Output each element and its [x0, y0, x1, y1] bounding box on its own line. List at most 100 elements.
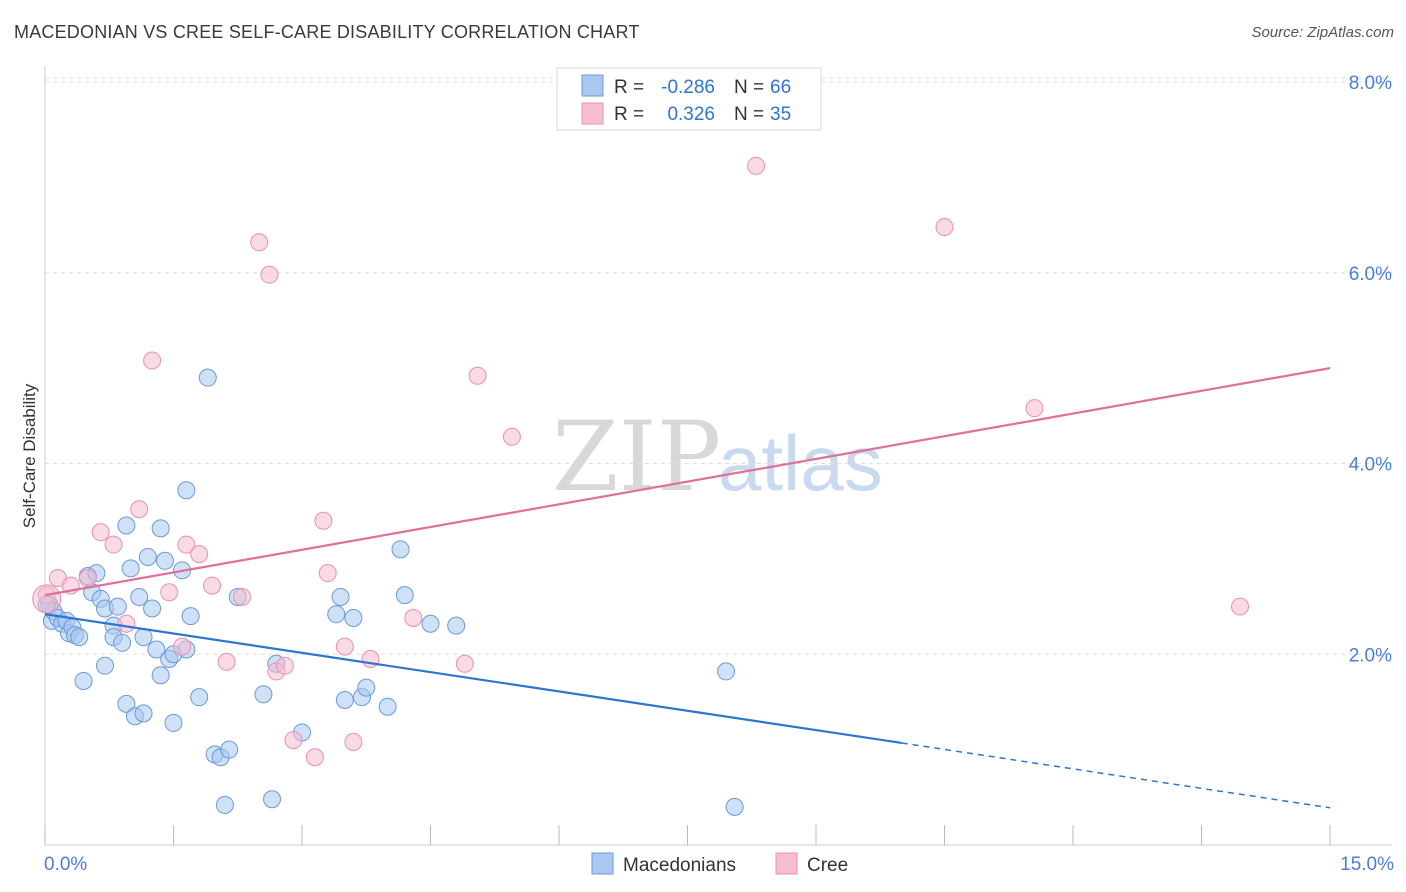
cree-point — [117, 614, 136, 633]
legend-r-value-blue: -0.286 — [661, 77, 715, 98]
y-axis-label: Self-Care Disability — [20, 383, 39, 528]
macedonians-point — [215, 795, 234, 814]
macedonians-point — [151, 519, 170, 538]
macedonians-point — [181, 607, 200, 626]
cree-point — [160, 583, 179, 602]
cree-point — [404, 609, 423, 628]
macedonians-point — [155, 551, 174, 570]
grid-lines — [45, 77, 1392, 655]
legend-n-label-pink: N = — [734, 104, 764, 125]
cree-point — [344, 732, 363, 751]
cree-point — [177, 535, 196, 554]
macedonians-point — [177, 481, 196, 500]
cree-trend-line — [44, 367, 1331, 597]
macedonians-point — [357, 678, 376, 697]
legend-bottom-label-cree: Cree — [807, 855, 848, 876]
macedonians-point — [143, 599, 162, 618]
macedonians-point — [395, 586, 414, 605]
macedonians-point — [70, 628, 89, 647]
macedonians-point — [447, 616, 466, 635]
series-legend: Macedonians Cree — [591, 852, 848, 876]
cree-point — [468, 366, 487, 385]
macedonians-point — [113, 633, 132, 652]
cree-point — [1231, 597, 1250, 616]
macedonians-point — [190, 688, 209, 707]
cree-point — [233, 588, 252, 607]
macedonians-point — [130, 588, 149, 607]
cree-point — [190, 545, 209, 564]
cree-point — [104, 535, 123, 554]
macedonians-trend-line — [44, 613, 902, 745]
cree-point — [143, 351, 162, 370]
legend-r-label-blue: R = — [614, 77, 644, 98]
y-tick-label: 8.0% — [1349, 73, 1392, 94]
cree-point — [335, 637, 354, 656]
cree-point — [747, 156, 766, 175]
macedonians-point — [95, 656, 114, 675]
cree-point — [217, 652, 236, 671]
watermark-zip: ZIP — [552, 401, 721, 513]
cree-point — [502, 427, 521, 446]
cree-point — [275, 656, 294, 675]
macedonians-point — [151, 666, 170, 685]
chart-title: MACEDONIAN VS CREE SELF-CARE DISABILITY … — [14, 22, 640, 42]
macedonians-point — [147, 640, 166, 659]
macedonians-point — [121, 559, 140, 578]
macedonians-point — [74, 671, 93, 690]
cree-point-cluster — [32, 584, 62, 614]
macedonians-point — [378, 697, 397, 716]
legend-r-value-pink: 0.326 — [667, 104, 715, 125]
y-tick-label: 4.0% — [1349, 455, 1392, 476]
cree-point — [284, 731, 303, 750]
axes — [44, 66, 1392, 846]
stats-legend: R = -0.286 N = 66 R = 0.326 N = 35 — [556, 67, 822, 131]
cree-point — [173, 637, 192, 656]
cree-point — [1025, 399, 1044, 418]
cree-point — [305, 748, 324, 767]
macedonians-point — [117, 516, 136, 535]
macedonians-point — [198, 368, 217, 387]
y-tick-label: 6.0% — [1349, 264, 1392, 285]
macedonians-point — [263, 790, 282, 809]
y-tick-label: 2.0% — [1349, 645, 1392, 666]
macedonians-point — [725, 797, 744, 816]
legend-bottom-swatch-macedonians — [591, 852, 614, 875]
source-label: Source: ZipAtlas.com — [1251, 24, 1394, 41]
macedonians-point — [331, 588, 350, 607]
cree-point — [935, 217, 954, 236]
macedonians-point — [717, 662, 736, 681]
macedonians-point — [134, 628, 153, 647]
series-cree-points — [32, 156, 1250, 767]
legend-swatch-pink — [581, 102, 604, 125]
x-tick-label-max: 15.0% — [1340, 854, 1394, 875]
legend-bottom-swatch-cree — [775, 852, 798, 875]
x-tick-label-min: 0.0% — [44, 854, 87, 875]
cree-point — [260, 265, 279, 284]
cree-point — [203, 576, 222, 595]
macedonians-point — [138, 547, 157, 566]
cree-point — [318, 564, 337, 583]
macedonians-point — [164, 713, 183, 732]
macedonians-point — [391, 540, 410, 559]
macedonians-point — [254, 685, 273, 704]
trend-lines — [44, 367, 1331, 809]
legend-n-value-blue: 66 — [770, 77, 791, 98]
macedonians-point — [117, 694, 136, 713]
legend-swatch-blue — [581, 74, 604, 97]
cree-point — [455, 654, 474, 673]
cree-point — [314, 511, 333, 530]
cree-point — [130, 500, 149, 519]
macedonians-point — [335, 691, 354, 710]
macedonians-point — [108, 597, 127, 616]
macedonians-trend-extension — [901, 742, 1331, 809]
macedonians-point — [134, 704, 153, 723]
cree-point — [250, 233, 269, 252]
y-tick-labels: 2.0% 4.0% 6.0% 8.0% — [1349, 73, 1392, 666]
macedonians-point — [327, 605, 346, 624]
cree-point — [91, 523, 110, 542]
macedonians-point — [421, 614, 440, 633]
macedonians-point — [344, 609, 363, 628]
macedonians-point — [220, 740, 239, 759]
legend-r-label-pink: R = — [614, 104, 644, 125]
